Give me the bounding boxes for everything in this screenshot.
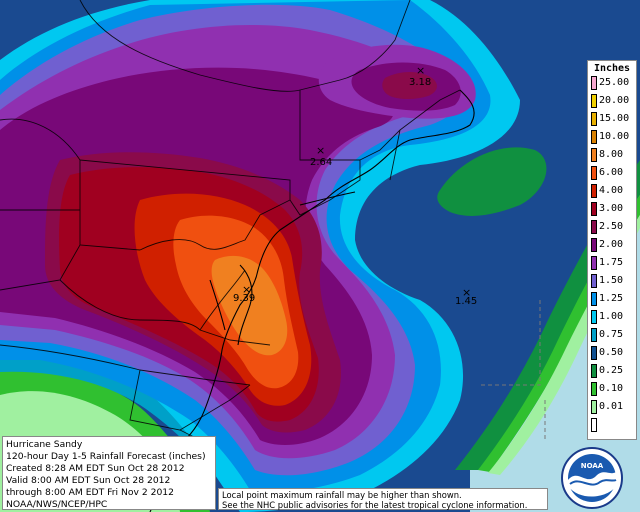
legend-label: 20.00: [599, 95, 630, 106]
created-time: Created 8:28 AM EDT Sun Oct 28 2012: [6, 463, 185, 474]
agency-credit: NOAA/NWS/NCEP/HPC: [6, 499, 108, 510]
max-mark-upstate: ×: [316, 144, 326, 157]
max-mark-north: ×: [416, 64, 426, 77]
legend-label: 0.25: [599, 365, 624, 376]
legend-swatch: [591, 418, 597, 432]
legend-entry: 1.75: [590, 255, 636, 271]
logo-text: NOAA: [581, 462, 604, 470]
legend-label: 1.75: [599, 257, 624, 268]
legend-entry: 2.00: [590, 237, 636, 253]
max-value-delmarva: 9.39: [233, 293, 256, 304]
legend-swatch: [591, 202, 597, 216]
legend-swatch: [591, 346, 597, 360]
north-max-250: [382, 72, 437, 99]
legend-label: 6.00: [599, 167, 624, 178]
legend-label: 15.00: [599, 113, 630, 124]
legend-swatch: [591, 382, 597, 396]
legend-entry: 1.25: [590, 291, 636, 307]
legend-entry: [590, 417, 636, 433]
legend-label: 0.10: [599, 383, 624, 394]
disclaimer-line-1: Local point maximum rainfall may be high…: [222, 490, 462, 500]
legend-swatch: [591, 238, 597, 252]
legend-title: Inches: [593, 63, 631, 74]
legend-swatch: [591, 130, 597, 144]
max-value-upstate: 2.64: [310, 157, 333, 168]
legend-label: 1.25: [599, 293, 624, 304]
legend-entry: 20.00: [590, 93, 636, 109]
max-value-offshore: 1.45: [455, 296, 478, 307]
valid-start: Valid 8:00 AM EDT Sun Oct 28 2012: [6, 475, 171, 486]
legend-entry: 25.00: [590, 75, 636, 91]
legend-entry: 10.00: [590, 129, 636, 145]
legend-entry: 1.00: [590, 309, 636, 325]
legend-label: 0.01: [599, 401, 624, 412]
legend-swatch: [591, 184, 597, 198]
legend-label: 1.00: [599, 311, 624, 322]
disclaimer-box: Local point maximum rainfall may be high…: [218, 488, 548, 510]
legend-swatch: [591, 166, 597, 180]
legend-swatch: [591, 400, 597, 414]
legend-swatch: [591, 364, 597, 378]
forecast-info-box: Hurricane Sandy 120-hour Day 1-5 Rainfal…: [2, 436, 216, 510]
legend-label: 1.50: [599, 275, 624, 286]
legend-swatch: [591, 112, 597, 126]
legend-entry: 1.50: [590, 273, 636, 289]
valid-end: through 8:00 AM EDT Fri Nov 2 2012: [6, 487, 174, 498]
forecast-title: 120-hour Day 1-5 Rainfall Forecast (inch…: [6, 451, 206, 462]
storm-name: Hurricane Sandy: [6, 439, 83, 450]
legend-label: 8.00: [599, 149, 624, 160]
legend-label: 10.00: [599, 131, 630, 142]
southwest-cyan: [0, 336, 215, 475]
legend-entry: 2.50: [590, 219, 636, 235]
legend-swatch: [591, 94, 597, 108]
disclaimer-line-2: See the NHC public advisories for the la…: [222, 500, 528, 510]
legend-entry: 0.01: [590, 399, 636, 415]
legend-label: 0.50: [599, 347, 624, 358]
legend-swatch: [591, 220, 597, 234]
legend-label: 0.75: [599, 329, 624, 340]
legend-entry: 0.10: [590, 381, 636, 397]
legend-swatch: [591, 148, 597, 162]
legend-label: 3.00: [599, 203, 624, 214]
legend-entry: 6.00: [590, 165, 636, 181]
legend-entry: 8.00: [590, 147, 636, 163]
legend-label: 4.00: [599, 185, 624, 196]
dashed-boundary-lines: [480, 300, 546, 440]
legend-label: 25.00: [599, 77, 630, 88]
rainfall-legend: Inches 25.00 20.00 15.00 10.00 8.00 6.00 4.00 3…: [587, 60, 637, 440]
noaa-logo-icon: NOAA: [561, 447, 623, 509]
legend-swatch: [591, 292, 597, 306]
max-mark-offshore: ×: [462, 286, 472, 299]
legend-swatch: [591, 274, 597, 288]
legend-entry: 0.75: [590, 327, 636, 343]
legend-label: 2.50: [599, 221, 624, 232]
legend-swatch: [591, 328, 597, 342]
legend-swatch: [591, 76, 597, 90]
max-mark-delmarva: ×: [242, 283, 252, 296]
max-value-north: 3.18: [409, 77, 432, 88]
legend-label: 2.00: [599, 239, 624, 250]
legend-entry: 0.25: [590, 363, 636, 379]
legend-entry: 0.50: [590, 345, 636, 361]
legend-swatch: [591, 310, 597, 324]
political-boundaries: [0, 0, 461, 441]
coastline: [149, 89, 475, 512]
legend-swatch: [591, 256, 597, 270]
legend-entry: 3.00: [590, 201, 636, 217]
offshore-green: [437, 147, 547, 216]
legend-entry: 15.00: [590, 111, 636, 127]
legend-entry: 4.00: [590, 183, 636, 199]
